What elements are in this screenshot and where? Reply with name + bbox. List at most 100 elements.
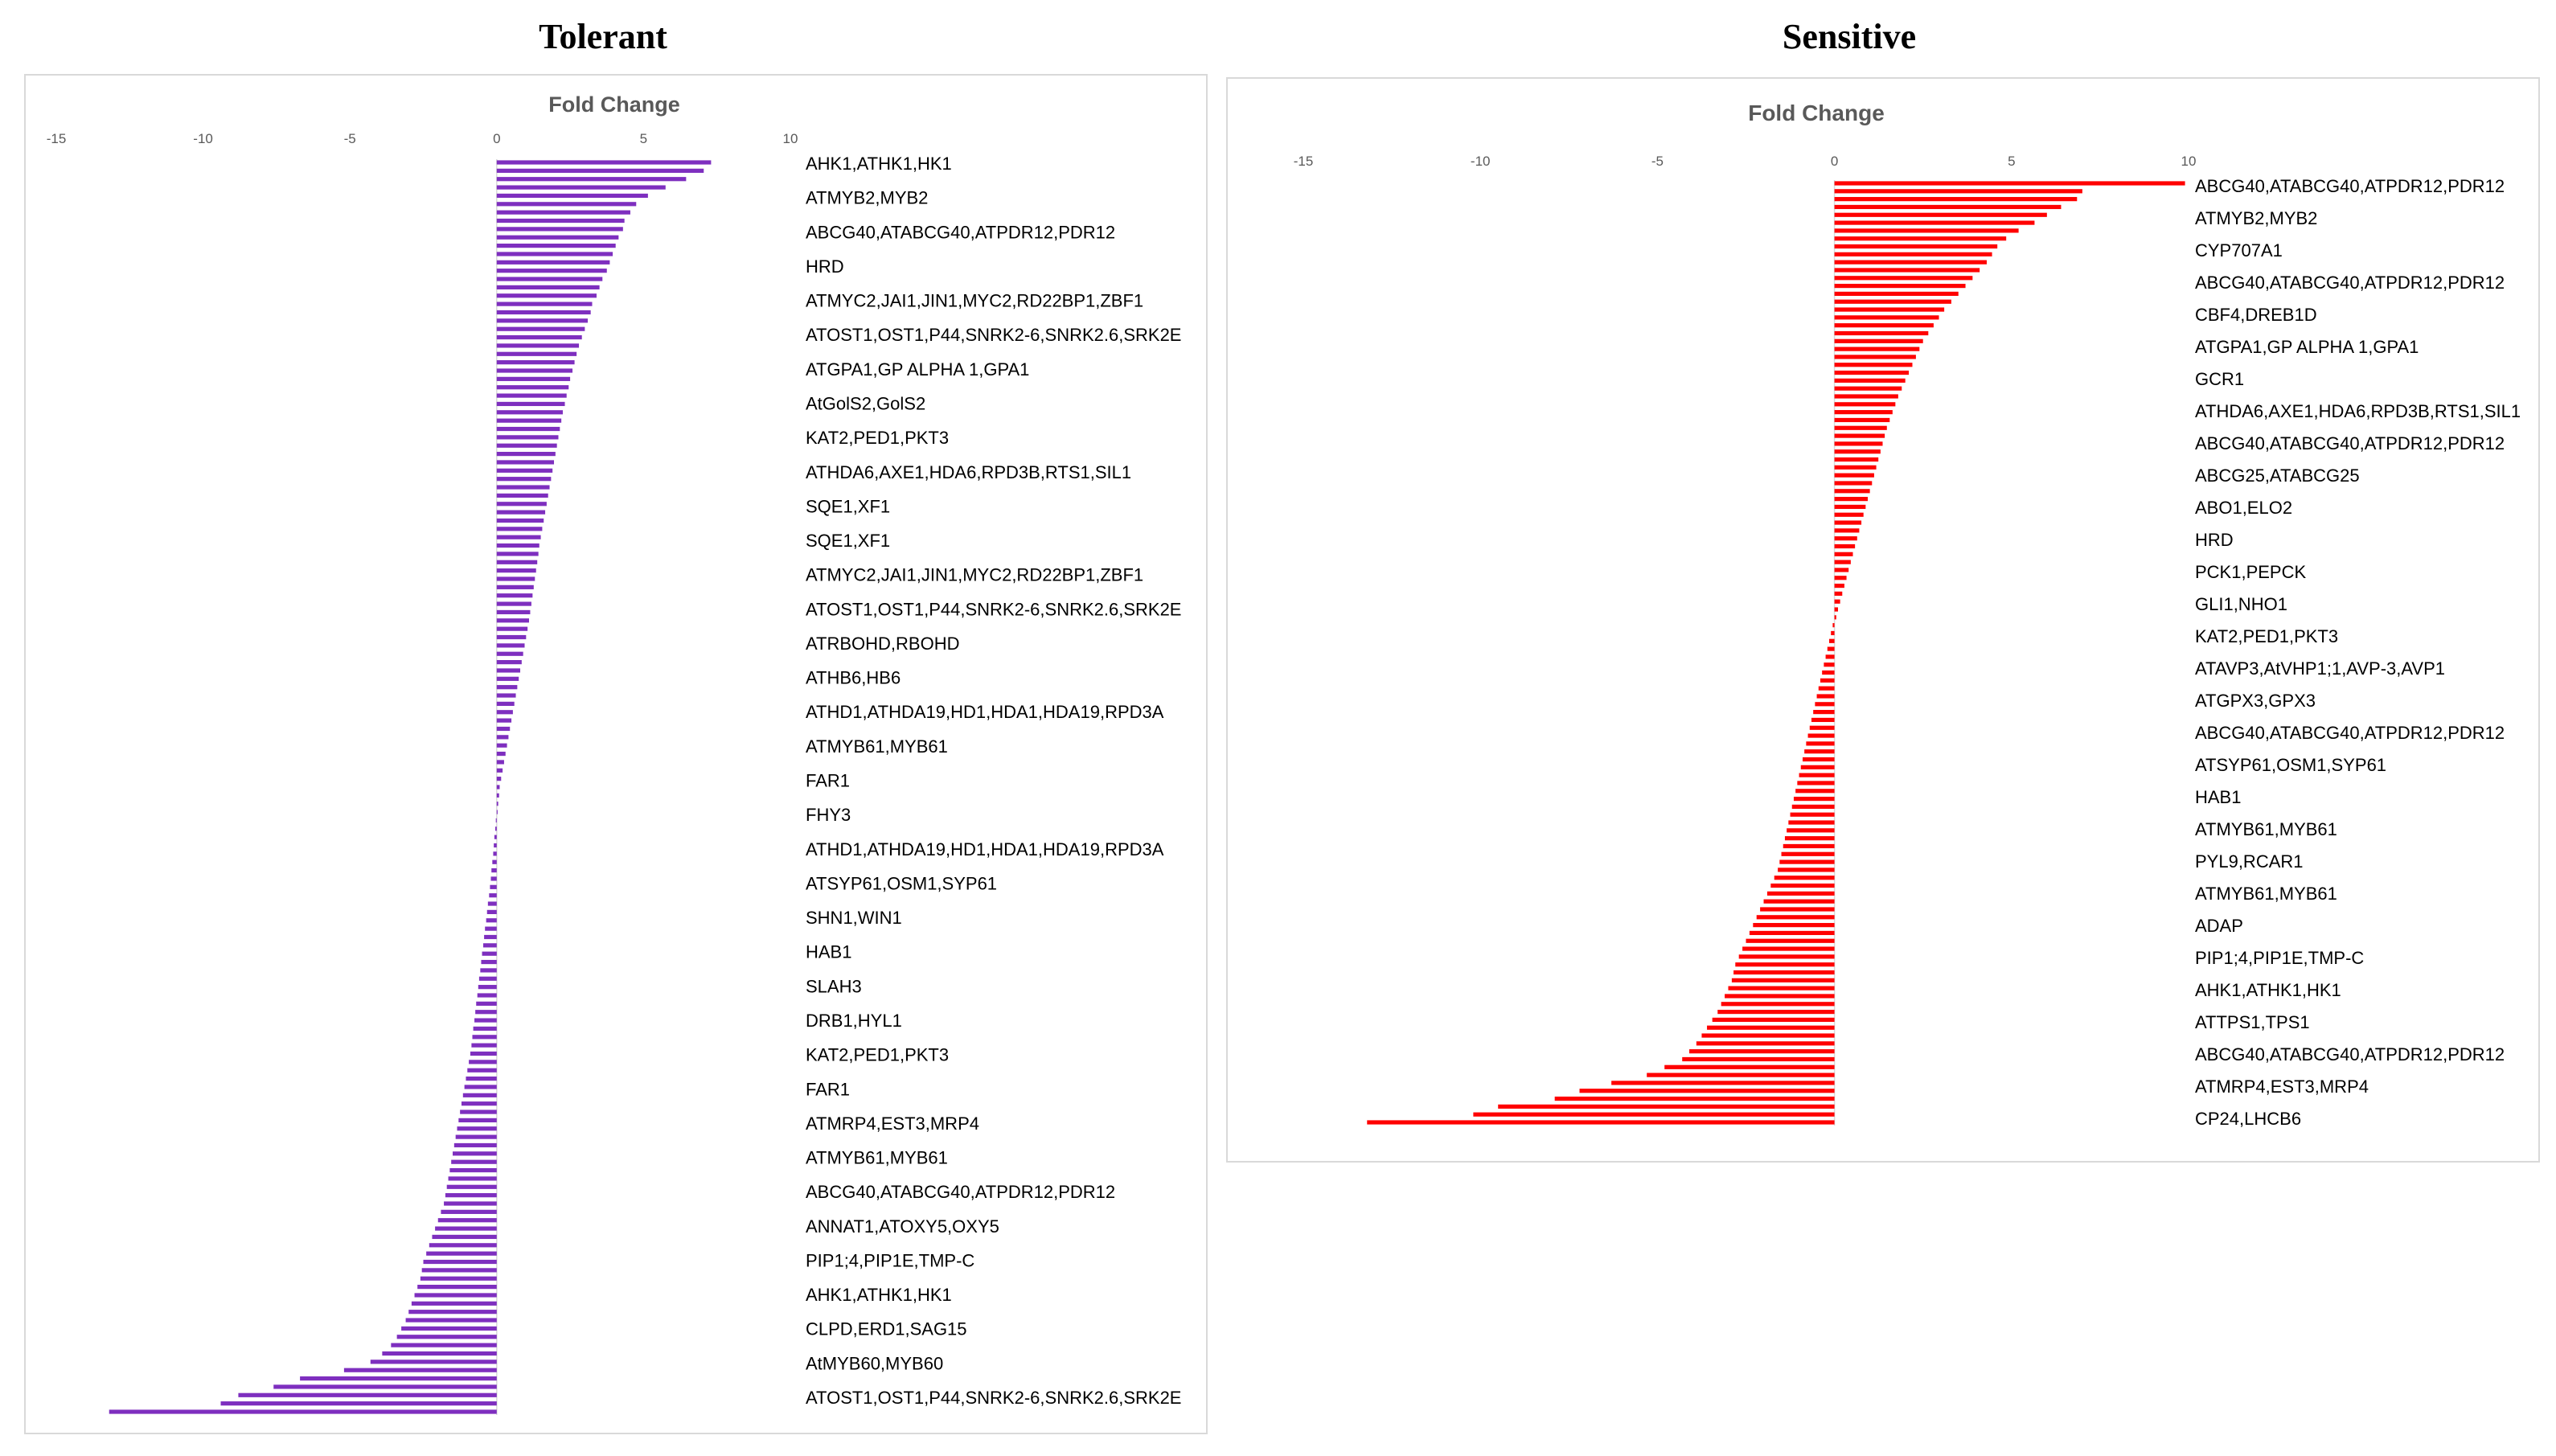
sensitive-bar — [1797, 781, 1835, 785]
sensitive-bar — [1834, 386, 1902, 391]
sensitive-bar — [1721, 1002, 1835, 1007]
tolerant-bar — [496, 510, 546, 515]
sensitive-bar — [1834, 425, 1887, 430]
tolerant-bar — [496, 735, 509, 740]
sensitive-bar — [1802, 757, 1835, 762]
sensitive-bar — [1701, 1033, 1835, 1038]
tolerant-bar — [421, 1268, 497, 1273]
sensitive-gene-label: ATTPS1,TPS1 — [2195, 1012, 2310, 1032]
tolerant-gene-label: ATMYB2,MYB2 — [806, 188, 928, 208]
tolerant-bar — [496, 360, 575, 365]
sensitive-gene-label: CP24,LHCB6 — [2195, 1109, 2301, 1129]
tolerant-bar — [477, 993, 497, 998]
tolerant-bar — [494, 835, 497, 839]
tolerant-gene-label: ATSYP61,OSM1,SYP61 — [806, 873, 997, 893]
tolerant-bar — [445, 1193, 497, 1198]
sensitive-bar — [1809, 725, 1835, 730]
sensitive-bar — [1834, 204, 2062, 210]
sensitive-bar — [1834, 307, 1945, 312]
sensitive-bar — [1834, 276, 1973, 281]
sensitive-bar — [1834, 607, 1839, 612]
tolerant-bar — [492, 859, 497, 864]
sensitive-bar — [1834, 212, 2047, 217]
sensitive-gene-label: ATMYB2,MYB2 — [2195, 208, 2317, 228]
sensitive-bar — [1834, 591, 1843, 596]
sensitive-bar — [1834, 473, 1874, 478]
sensitive-bar — [1834, 347, 1920, 351]
tolerant-bar — [462, 1093, 497, 1097]
tolerant-bar — [453, 1151, 497, 1156]
tolerant-bar — [496, 751, 506, 757]
tolerant-bar — [496, 810, 498, 814]
sensitive-bar — [1834, 465, 1877, 470]
tolerant-gene-label: HAB1 — [806, 942, 851, 962]
sensitive-gene-label: GCR1 — [2195, 369, 2244, 389]
tolerant-bar — [494, 843, 497, 848]
tolerant-bar — [496, 185, 666, 190]
tolerant-bar — [496, 235, 619, 240]
sensitive-bar — [1834, 543, 1856, 549]
tolerant-gene-label: ATOST1,OST1,P44,SNRK2-6,SNRK2.6,SRK2E — [806, 599, 1181, 619]
sensitive-gene-label: ABCG40,ATABCG40,ATPDR12,PDR12 — [2195, 433, 2505, 453]
tolerant-bar — [496, 385, 569, 390]
sensitive-bar — [1834, 520, 1862, 525]
tolerant-bar — [496, 334, 582, 340]
tolerant-bar — [487, 901, 497, 906]
tolerant-bar — [482, 951, 497, 956]
tolerant-bar — [411, 1301, 497, 1306]
sensitive-bar — [1725, 994, 1835, 999]
tolerant-bar — [420, 1276, 497, 1281]
tolerant-bar — [484, 934, 497, 940]
sensitive-bar — [1834, 355, 1916, 359]
sensitive-bar — [1554, 1096, 1835, 1101]
tolerant-bar — [496, 244, 616, 248]
tolerant-bar — [496, 693, 516, 698]
sensitive-bar — [1834, 504, 1866, 510]
tolerant-bar — [496, 668, 521, 673]
tolerant-gene-label: ATGPA1,GP ALPHA 1,GPA1 — [806, 359, 1029, 379]
sensitive-gene-label: PIP1;4,PIP1E,TMP-C — [2195, 948, 2364, 968]
sensitive-bar — [1834, 291, 1959, 297]
tolerant-bar — [475, 1010, 497, 1015]
tolerant-gene-label: ABCG40,ATABCG40,ATPDR12,PDR12 — [806, 222, 1115, 242]
tolerant-bar — [464, 1085, 497, 1089]
sensitive-bar — [1760, 907, 1835, 912]
sensitive-gene-label: ABCG40,ATABCG40,ATPDR12,PDR12 — [2195, 273, 2505, 293]
sensitive-x-tick-label: 10 — [2181, 154, 2197, 169]
sensitive-x-tick-label: 0 — [1831, 154, 1838, 169]
sensitive-bar — [1834, 220, 2035, 225]
tolerant-bar — [480, 968, 497, 973]
tolerant-gene-label: CLPD,ERD1,SAG15 — [806, 1319, 967, 1339]
sensitive-bar — [1834, 568, 1849, 572]
tolerant-x-tick-label: 0 — [493, 131, 500, 146]
tolerant-bar — [496, 535, 541, 539]
tolerant-bar — [496, 460, 555, 465]
sensitive-bar — [1717, 1009, 1835, 1015]
tolerant-bar — [496, 168, 704, 173]
tolerant-gene-label: PIP1;4,PIP1E,TMP-C — [806, 1250, 974, 1270]
sensitive-gene-label: KAT2,PED1,PKT3 — [2195, 626, 2338, 646]
tolerant-bar — [437, 1218, 497, 1223]
tolerant-gene-label: ATHDA6,AXE1,HDA6,RPD3B,RTS1,SIL1 — [806, 462, 1131, 482]
sensitive-bar — [1834, 457, 1879, 462]
tolerant-gene-label: DRB1,HYL1 — [806, 1011, 902, 1031]
tolerant-bar — [496, 609, 531, 615]
sensitive-gene-label: ATMYB61,MYB61 — [2195, 884, 2337, 904]
sensitive-bar — [1834, 181, 2185, 186]
tolerant-bar — [496, 393, 567, 398]
sensitive-gene-label: ABCG25,ATABCG25 — [2195, 466, 2360, 486]
tolerant-bar — [408, 1310, 497, 1315]
sensitive-x-tick-label: -5 — [1651, 154, 1664, 169]
tolerant-gene-label: SQE1,XF1 — [806, 496, 890, 516]
tolerant-bar — [472, 1035, 497, 1040]
tolerant-bar — [495, 818, 497, 823]
sensitive-bar — [1834, 576, 1847, 580]
sensitive-bar — [1579, 1089, 1835, 1093]
tolerant-bar — [449, 1167, 497, 1173]
tolerant-x-tick-label: 5 — [640, 131, 647, 146]
tolerant-bar-chart: Fold Change -15 -10 -5 0 5 10 AHK1,ATHK1,HK1 ATM… — [47, 92, 1181, 1415]
tolerant-bar — [496, 343, 580, 348]
sensitive-bar — [1834, 560, 1851, 564]
tolerant-x-tick-label: -10 — [193, 131, 213, 146]
sensitive-gene-label: ATMYB61,MYB61 — [2195, 819, 2337, 839]
